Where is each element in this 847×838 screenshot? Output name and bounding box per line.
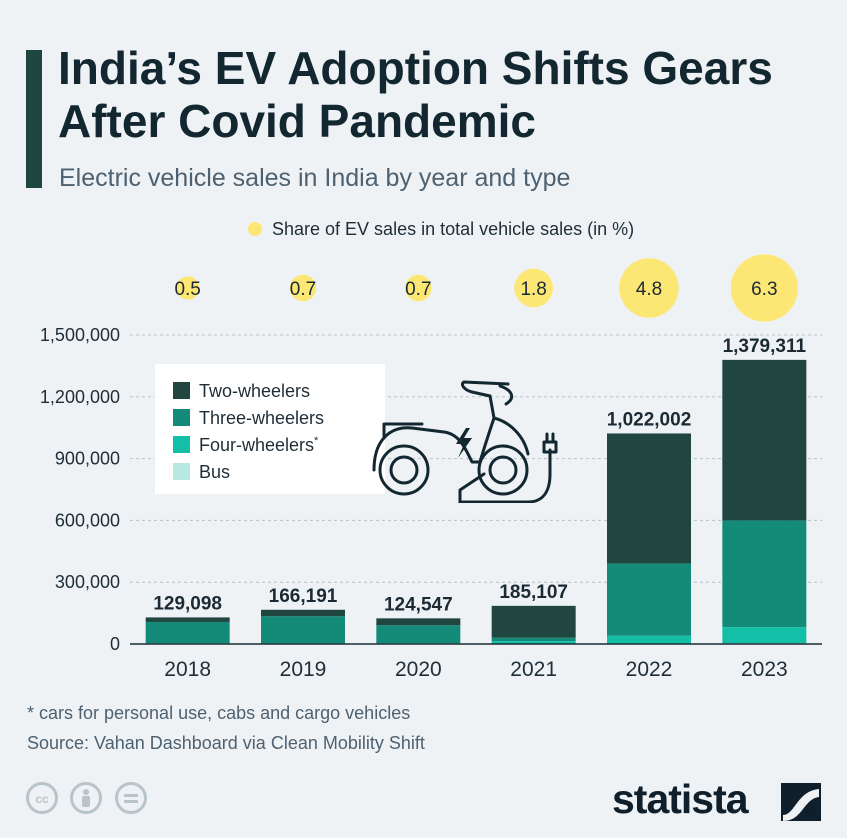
lightning-icon [456,428,472,458]
legend-item-bus: Bus [173,462,230,483]
y-tick-label: 1,200,000 [40,387,120,407]
y-tick-label: 1,500,000 [40,325,120,345]
bar-four-wheelers-2021 [491,641,576,644]
legend-label-three-wheelers: Three-wheelers [199,408,325,428]
creative-commons-icon[interactable]: cc [26,782,58,814]
legend-swatch-four-wheelers [173,436,190,453]
bar-four-wheelers-2023 [722,627,807,644]
share-bubble-2018 [176,276,200,300]
legend-label-bus: Bus [199,462,231,482]
share-bubble-2019 [289,274,317,302]
x-tick-label-2021: 2021 [510,658,557,681]
x-tick-label-2020: 2020 [395,658,442,681]
bar-three-wheelers-2023 [722,520,807,628]
license-icons: cc [26,782,155,819]
bar-two-wheelers-2021 [491,605,576,638]
total-label-2020: 124,547 [384,594,453,615]
bar-three-wheelers-2020 [376,625,461,644]
share-label-2018: 0.5 [174,279,200,300]
source-note: Source: Vahan Dashboard via Clean Mobili… [27,733,425,753]
share-label-2023: 6.3 [751,279,777,300]
bar-two-wheelers-2019 [261,609,345,617]
share-legend: Share of EV sales in total vehicle sales… [248,219,634,240]
share-legend-dot [248,222,262,236]
scooter-icon [372,380,558,503]
total-label-2021: 185,107 [499,582,568,603]
share-bubble-2022 [619,258,679,318]
legend-item-three-wheelers: Three-wheelers [173,408,324,429]
share-label-2020: 0.7 [405,279,431,300]
bar-three-wheelers-2021 [491,637,576,642]
chart-title: India’s EV Adoption Shifts Gears After C… [58,42,773,147]
y-tick-label: 900,000 [55,449,120,469]
share-label-2022: 4.8 [636,279,662,300]
y-tick-label: 300,000 [55,572,120,592]
legend-item-four-wheelers: Four-wheelers* [173,435,318,456]
share-bubble-2021 [514,268,554,308]
attribution-icon[interactable] [70,782,103,814]
bar-two-wheelers-2022 [607,433,691,564]
x-tick-label-2018: 2018 [164,658,211,681]
total-label-2022: 1,022,002 [607,409,692,430]
legend-footnote-mark: * [314,435,319,447]
share-label-2019: 0.7 [290,279,316,300]
y-tick-label: 600,000 [55,510,120,530]
chart-subtitle: Electric vehicle sales in India by year … [59,164,571,192]
total-label-2023: 1,379,311 [723,336,807,357]
legend: Two-wheelers Three-wheelers Four-wheeler… [155,364,385,494]
legend-label-four-wheelers: Four-wheelers [199,435,315,455]
bar-three-wheelers-2019 [261,616,345,644]
bar-two-wheelers-2018 [145,617,230,622]
bar-two-wheelers-2020 [376,618,461,626]
title-accent-bar [26,50,42,188]
brand-name: statista [612,776,749,822]
legend-swatch-two-wheelers [173,382,190,399]
no-derivatives-icon[interactable] [114,782,147,814]
x-tick-label-2019: 2019 [280,658,327,681]
x-tick-label-2022: 2022 [626,658,673,681]
share-label-2021: 1.8 [520,279,546,300]
share-bubble-2020 [405,274,432,302]
legend-swatch-three-wheelers [173,409,190,426]
share-legend-label: Share of EV sales in total vehicle sales… [272,219,635,239]
bar-three-wheelers-2018 [145,621,230,644]
statista-logo-icon [781,783,821,821]
x-tick-label-2023: 2023 [741,658,788,681]
bar-four-wheelers-2022 [607,635,691,644]
bar-three-wheelers-2022 [607,563,691,636]
ev-sales-chart: 0 300,000 600,000 900,000 1,200,000 1,500,000… [40,254,822,681]
svg-text:cc: cc [35,792,49,806]
total-label-2019: 166,191 [269,586,338,607]
footnote: * cars for personal use, cabs and cargo … [27,703,411,723]
legend-swatch-bus [173,463,190,480]
total-label-2018: 129,098 [153,593,222,614]
legend-label-two-wheelers: Two-wheelers [199,381,311,401]
legend-item-two-wheelers: Two-wheelers [173,381,310,402]
y-tick-label: 0 [110,634,120,654]
share-bubble-2023 [730,254,798,322]
bar-two-wheelers-2023 [722,359,807,521]
